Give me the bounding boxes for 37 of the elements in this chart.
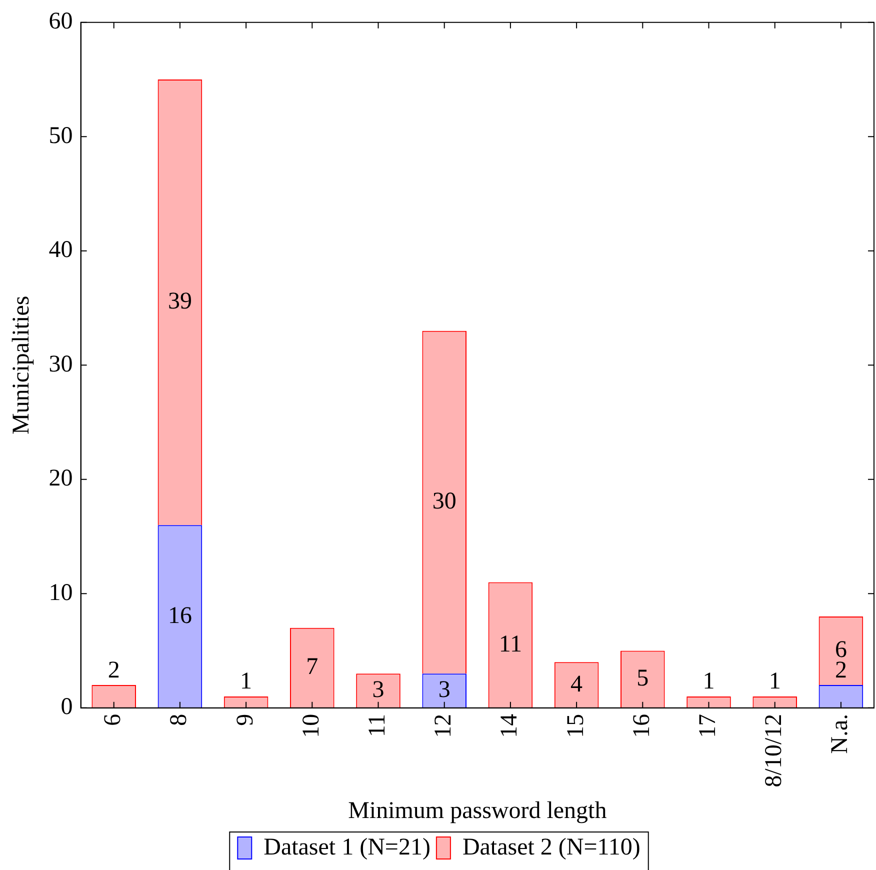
- data-label: 30: [432, 488, 456, 515]
- x-tick-label: 15: [562, 714, 589, 738]
- data-label: 2: [108, 657, 120, 684]
- y-tick-label: 20: [48, 466, 73, 492]
- x-tick-label: 11: [364, 714, 391, 737]
- data-label: 3: [372, 677, 384, 704]
- data-label: 2: [834, 657, 847, 684]
- x-tick-label: 8: [166, 714, 192, 726]
- x-tick-label: 17: [695, 714, 722, 738]
- x-tick-label: 12: [430, 714, 457, 738]
- x-tick-label: 14: [496, 714, 523, 738]
- x-tick-label: 10: [298, 714, 324, 738]
- x-tick-label: N.a.: [827, 714, 854, 754]
- y-tick-label: 50: [48, 122, 73, 149]
- data-label: 7: [306, 654, 318, 680]
- y-tick-label: 0: [60, 694, 73, 720]
- y-tick-label: 40: [48, 237, 73, 264]
- x-tick-label: 16: [628, 714, 655, 738]
- y-tick-label: 60: [48, 8, 73, 35]
- data-label: 11: [498, 631, 522, 658]
- y-axis-title: Municipalities: [8, 296, 35, 434]
- data-label: 16: [168, 602, 192, 629]
- x-axis-title: Minimum password length: [348, 798, 607, 824]
- x-tick-label: 8/10/12: [761, 714, 788, 788]
- legend-label: Dataset 2 (N=110): [462, 834, 640, 860]
- x-tick-label: 9: [232, 714, 258, 726]
- x-tick-label: 6: [100, 714, 126, 726]
- y-tick-label: 30: [48, 351, 73, 378]
- data-label: 5: [636, 666, 649, 692]
- data-label: 3: [438, 677, 450, 704]
- data-label: 39: [168, 288, 192, 315]
- data-label: 4: [570, 671, 583, 698]
- data-label: 1: [240, 668, 252, 695]
- y-tick-label: 10: [48, 580, 73, 606]
- legend-label: Dataset 1 (N=21): [264, 834, 430, 860]
- data-label: 1: [702, 668, 715, 695]
- data-label: 1: [768, 668, 781, 695]
